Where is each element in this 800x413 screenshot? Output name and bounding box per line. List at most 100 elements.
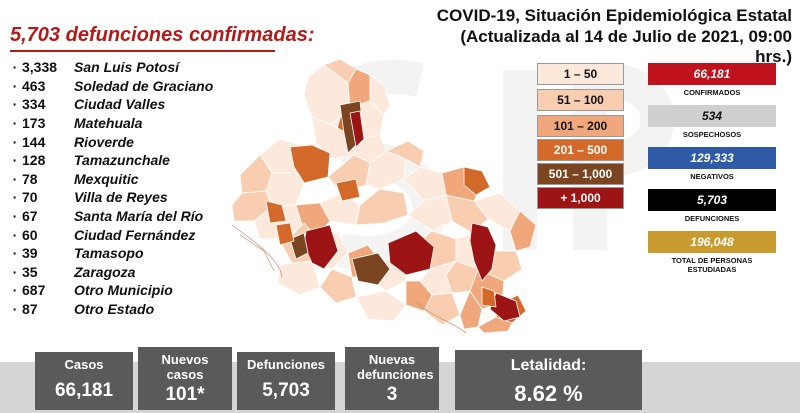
stat-value-box: 66,181	[648, 63, 776, 85]
municipality-region	[355, 290, 407, 322]
summary-card: Nuevas defunciones 3	[345, 347, 439, 410]
legend-bin: + 1,000	[537, 187, 624, 209]
card-value: 5,703	[262, 380, 310, 401]
municipality-row: · 35 Zaragoza	[8, 263, 288, 282]
death-count: 463	[22, 77, 46, 94]
bullet-icon: ·	[12, 170, 18, 187]
death-count: 67	[22, 208, 38, 225]
bullet-icon: ·	[12, 208, 18, 225]
municipality-row: · 67 Santa María del Río	[8, 207, 288, 226]
title-underline	[10, 50, 275, 52]
summary-card: Nuevos casos 101*	[138, 347, 232, 410]
map-boundary-line	[415, 300, 467, 333]
bullet-icon: ·	[12, 96, 18, 113]
municipality-name: Ciudad Valles	[74, 96, 166, 113]
municipality-region	[509, 210, 537, 252]
death-count: 35	[22, 263, 38, 280]
municipality-name: Otro Estado	[74, 301, 155, 318]
legend-bin: 501 – 1,000	[537, 163, 624, 185]
stat-label: DEFUNCIONES	[684, 214, 740, 223]
legend-bin: 1 – 50	[537, 63, 624, 85]
bullet-icon: ·	[12, 189, 18, 206]
page-subtitle: (Actualizada al 14 de Julio de 2021, 09:…	[460, 27, 792, 66]
card-label: Defunciones	[246, 357, 325, 372]
card-label: Casos	[64, 357, 104, 372]
bullet-icon: ·	[12, 133, 18, 150]
municipality-name: Santa María del Río	[74, 208, 204, 225]
bullet-icon: ·	[12, 301, 18, 318]
municipality-region	[423, 292, 461, 326]
bullet-icon: ·	[12, 59, 18, 76]
municipality-region	[349, 110, 365, 148]
death-count: 687	[22, 282, 46, 299]
municipality-name: Villa de Reyes	[74, 189, 168, 206]
municipality-region	[385, 140, 425, 168]
card-value: 8.62 %	[514, 381, 583, 406]
municipality-region	[463, 166, 491, 196]
death-count: 334	[22, 96, 46, 113]
municipality-region	[387, 230, 435, 276]
summary-card: Letalidad: 8.62 %	[455, 350, 642, 410]
municipality-row: · 173 Matehuala	[8, 114, 288, 133]
state-choropleth-map	[231, 58, 537, 333]
municipality-region	[319, 268, 357, 304]
death-count: 39	[22, 245, 38, 262]
municipality-name: San Luis Potosí	[74, 59, 180, 76]
card-value: 66,181	[54, 380, 114, 401]
death-count: 70	[22, 189, 38, 206]
bullet-icon: ·	[12, 282, 18, 299]
municipality-region	[469, 222, 497, 282]
stat-value-box: 5,703	[648, 189, 776, 211]
municipality-region	[369, 74, 391, 116]
death-count: 3,338	[22, 59, 58, 76]
stat-value-box: 196,048	[648, 231, 776, 253]
bullet-icon: ·	[12, 263, 18, 280]
bullet-icon: ·	[12, 115, 18, 132]
municipality-name: Tamazunchale	[74, 152, 170, 169]
legend-bin: 51 – 100	[537, 89, 624, 111]
municipality-row: · 87 Otro Estado	[8, 300, 288, 319]
summary-card: Casos 66,181	[35, 352, 133, 410]
municipality-name: Tamasopo	[74, 245, 144, 262]
card-label: Nuevos casos	[161, 352, 209, 382]
page-title: COVID-19, Situación Epidemiológica Estat…	[436, 6, 792, 25]
bullet-icon: ·	[12, 77, 18, 94]
death-count: 78	[22, 170, 38, 187]
municipality-row: · 39 Tamasopo	[8, 244, 288, 263]
municipality-list: · 3,338 San Luis Potosí · 463 Soledad de Grac…	[8, 58, 288, 318]
municipality-row: · 463 Soledad de Graciano	[8, 77, 288, 96]
stat-label: CONFIRMADOS	[683, 88, 741, 97]
card-label: Nuevas defunciones	[357, 352, 434, 382]
bullet-icon: ·	[12, 226, 18, 243]
municipality-name: Zaragoza	[74, 263, 136, 280]
death-count: 128	[22, 152, 46, 169]
card-label: Letalidad:	[510, 357, 587, 374]
municipality-row: · 687 Otro Municipio	[8, 281, 288, 300]
stat-label: SOSPECHOSOS	[682, 130, 742, 139]
municipality-region	[459, 290, 483, 330]
municipality-region	[403, 166, 447, 202]
stat-value-box: 534	[648, 105, 776, 127]
municipality-row: · 70 Villa de Reyes	[8, 188, 288, 207]
municipality-region	[275, 222, 295, 246]
municipality-region	[265, 200, 287, 224]
municipality-row: · 3,338 San Luis Potosí	[8, 58, 288, 77]
municipality-region	[355, 188, 409, 226]
municipality-region	[265, 172, 305, 208]
death-count: 87	[22, 301, 38, 318]
municipality-region	[407, 194, 453, 232]
municipality-region	[351, 252, 391, 286]
stat-value-box: 129,333	[648, 147, 776, 169]
municipality-name: Mexquitic	[74, 170, 139, 187]
legend-bin: 101 – 200	[537, 115, 624, 137]
death-count: 60	[22, 226, 38, 243]
card-value: 101*	[165, 384, 205, 405]
municipality-name: Soledad de Graciano	[74, 77, 214, 94]
municipality-region	[289, 232, 309, 260]
municipality-region	[481, 286, 497, 308]
legend-bin: 201 – 500	[537, 139, 624, 161]
municipality-row: · 144 Rioverde	[8, 132, 288, 151]
map-boundary-line	[231, 224, 283, 278]
municipality-name: Rioverde	[74, 133, 134, 150]
municipality-name: Otro Municipio	[74, 282, 173, 299]
